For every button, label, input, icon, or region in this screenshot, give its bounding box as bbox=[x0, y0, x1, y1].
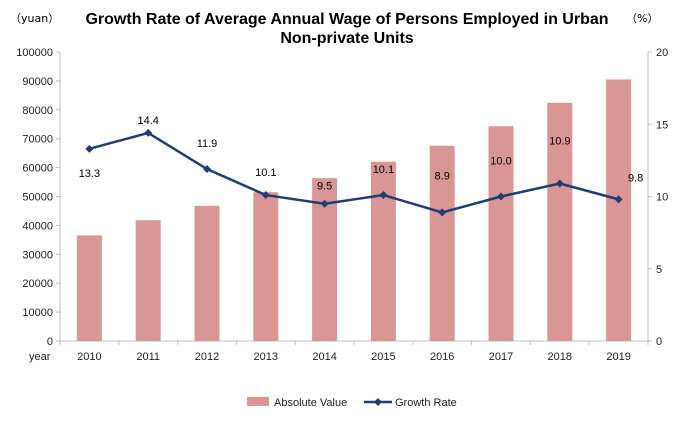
legend-swatch-absolute-value bbox=[247, 397, 269, 406]
x-axis-tick-label: 2014 bbox=[312, 351, 336, 363]
growth-rate-data-label: 10.9 bbox=[549, 135, 570, 147]
left-axis-tick-label: 50000 bbox=[22, 192, 53, 204]
right-axis-tick-label: 10 bbox=[656, 192, 668, 204]
bar-absolute-value bbox=[547, 102, 573, 341]
bar-absolute-value bbox=[76, 235, 102, 341]
chart-title-line-1: Growth Rate of Average Annual Wage of Pe… bbox=[85, 11, 608, 28]
left-axis-tick-label: 70000 bbox=[22, 134, 53, 146]
growth-rate-marker bbox=[144, 128, 153, 137]
bar-absolute-value bbox=[253, 192, 279, 341]
growth-rate-data-label: 11.9 bbox=[197, 138, 218, 150]
right-axis-tick-label: 15 bbox=[656, 119, 668, 131]
left-axis-tick-label: 100000 bbox=[16, 47, 53, 59]
x-axis-tick-label: 2013 bbox=[254, 351, 278, 363]
growth-rate-data-label: 13.3 bbox=[79, 168, 100, 180]
bar-absolute-value bbox=[606, 79, 632, 341]
growth-rate-marker bbox=[614, 195, 623, 204]
legend-marker-growth-rate bbox=[374, 398, 382, 406]
growth-rate-marker bbox=[203, 165, 211, 174]
x-axis-tick-label: 2015 bbox=[371, 351, 395, 363]
growth-rate-data-label: 10.1 bbox=[373, 164, 394, 176]
left-axis-tick-label: 80000 bbox=[22, 105, 53, 117]
chart-title-line-2: Non-private Units bbox=[280, 30, 413, 47]
left-axis-tick-label: 10000 bbox=[22, 307, 53, 319]
x-axis-tick-label: 2019 bbox=[606, 351, 630, 363]
left-axis-tick-label: 30000 bbox=[22, 249, 53, 261]
growth-rate-marker bbox=[497, 192, 505, 201]
legend: Absolute Value Growth Rate bbox=[247, 397, 457, 409]
left-axis-tick-label: 20000 bbox=[22, 278, 53, 290]
growth-rate-marker bbox=[555, 179, 564, 188]
right-axis-unit: （%） bbox=[626, 12, 658, 25]
left-axis-tick-label: 40000 bbox=[22, 220, 53, 232]
left-axis-tick-label: 90000 bbox=[22, 76, 53, 88]
right-axis-tick-label: 0 bbox=[656, 336, 662, 348]
right-axis-tick-label: 5 bbox=[656, 264, 662, 276]
left-axis-tick-label: 60000 bbox=[22, 163, 53, 175]
growth-rate-marker bbox=[261, 191, 270, 200]
growth-rate-data-label: 14.4 bbox=[137, 115, 158, 127]
growth-rate-data-label: 9.5 bbox=[317, 181, 332, 193]
bar-absolute-value bbox=[135, 220, 161, 341]
growth-rate-marker bbox=[438, 208, 447, 217]
growth-rate-marker bbox=[85, 144, 94, 153]
x-axis-label: year bbox=[29, 351, 51, 363]
bar-absolute-value bbox=[370, 161, 396, 341]
growth-rate-marker bbox=[320, 199, 329, 208]
x-axis-tick-label: 2010 bbox=[77, 351, 101, 363]
bar-absolute-value bbox=[194, 205, 220, 341]
left-axis-unit: （yuan） bbox=[10, 12, 59, 25]
growth-rate-data-label: 8.9 bbox=[435, 170, 450, 182]
bar-absolute-value bbox=[429, 145, 455, 341]
growth-rate-data-label: 9.8 bbox=[628, 172, 643, 184]
x-axis-tick-label: 2018 bbox=[548, 351, 572, 363]
x-axis-tick-label: 2012 bbox=[195, 351, 219, 363]
x-axis-tick-label: 2017 bbox=[489, 351, 513, 363]
bar-absolute-value bbox=[488, 126, 514, 341]
line-growth-rate bbox=[89, 131, 619, 214]
right-axis-tick-label: 20 bbox=[656, 47, 668, 59]
x-axis-tick-label: 2011 bbox=[136, 351, 160, 363]
growth-rate-data-label: 10.1 bbox=[255, 167, 276, 179]
left-axis-tick-label: 0 bbox=[47, 336, 53, 348]
growth-rate-marker bbox=[379, 191, 388, 200]
legend-label-growth-rate: Growth Rate bbox=[395, 397, 457, 409]
x-axis-tick-label: 2016 bbox=[430, 351, 454, 363]
growth-rate-data-label: 10.0 bbox=[490, 156, 511, 168]
legend-label-absolute-value: Absolute Value bbox=[274, 397, 347, 409]
plot-area: 0 10000 20000 30000 40000 50000 60000 70000 8000… bbox=[16, 47, 668, 363]
